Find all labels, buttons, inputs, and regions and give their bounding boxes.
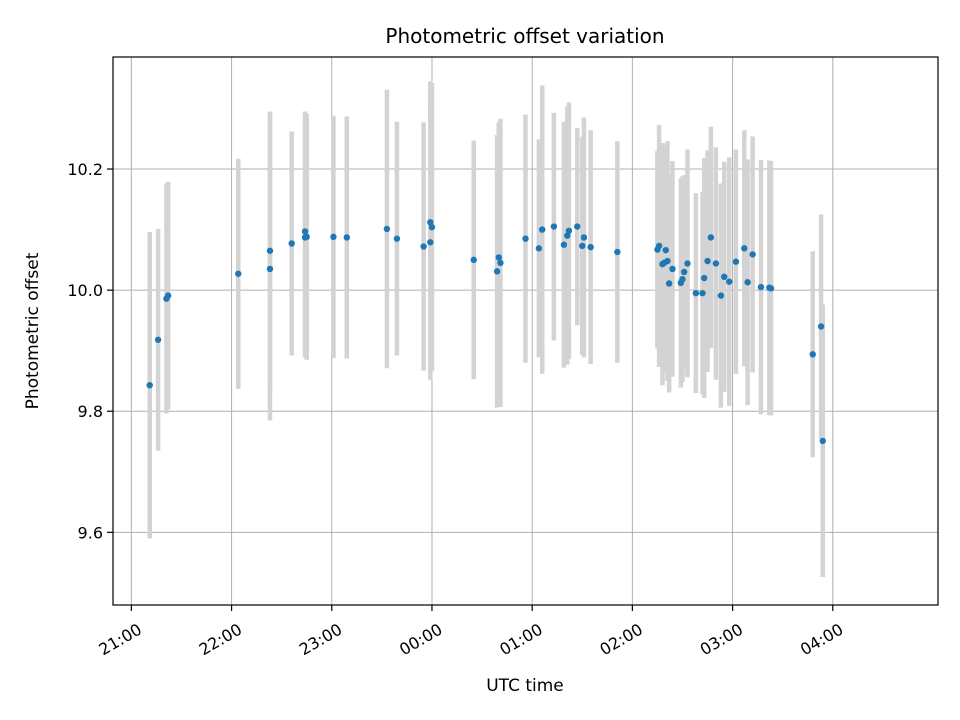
data-point [470, 256, 477, 264]
y-tick-label: 9.6 [78, 523, 103, 542]
data-point [726, 278, 733, 285]
data-point [427, 239, 434, 246]
data-point [235, 270, 242, 277]
data-point [164, 292, 172, 299]
y-tick-label: 10.2 [67, 160, 103, 179]
data-point [579, 242, 586, 250]
data-point [497, 259, 504, 267]
data-point [560, 241, 568, 248]
y-tick-label: 10.0 [67, 281, 103, 300]
data-point [393, 235, 401, 242]
data-point [721, 273, 728, 281]
data-point [767, 285, 775, 292]
chart-title: Photometric offset variation [385, 24, 664, 48]
data-point [493, 268, 501, 275]
data-point [712, 260, 720, 267]
data-point [535, 245, 543, 252]
data-point [428, 223, 436, 231]
data-point [565, 227, 573, 234]
data-point [550, 223, 558, 230]
data-point [343, 234, 351, 241]
data-point [564, 232, 571, 239]
data-point [817, 323, 825, 330]
data-point [749, 251, 756, 258]
data-point [669, 265, 676, 273]
data-point [684, 260, 691, 267]
data-point [420, 243, 427, 250]
data-point [717, 292, 725, 299]
data-point [266, 265, 274, 273]
data-point [330, 233, 337, 241]
data-points [146, 219, 826, 445]
data-point [154, 336, 162, 343]
data-point [655, 242, 663, 250]
plot-frame [112, 56, 939, 606]
data-point [732, 258, 740, 265]
data-point [587, 243, 594, 251]
data-point [383, 225, 391, 233]
data-point [495, 254, 502, 261]
data-point [614, 248, 621, 256]
y-axis-label: Photometric offset [23, 252, 43, 409]
data-point [522, 235, 529, 242]
data-point [664, 257, 671, 265]
data-point [819, 437, 826, 445]
data-point [704, 257, 711, 265]
data-point [288, 240, 295, 247]
data-point [574, 223, 581, 230]
data-point [707, 234, 715, 241]
data-point [741, 245, 748, 252]
data-point [266, 247, 274, 254]
data-point [303, 233, 310, 241]
data-point [539, 226, 546, 233]
y-axis: 9.6 9.8 10.0 10.2 [67, 160, 113, 542]
data-point [427, 219, 434, 226]
data-point [757, 283, 765, 291]
data-point [680, 268, 688, 276]
x-axis-label: UTC time [486, 676, 564, 696]
data-point [700, 274, 708, 282]
data-point [809, 351, 816, 358]
data-point [699, 289, 706, 297]
data-point [580, 234, 588, 241]
data-point [146, 381, 153, 389]
data-point [679, 276, 686, 283]
data-point [301, 228, 309, 235]
data-point [692, 289, 700, 297]
y-tick-label: 9.8 [78, 402, 103, 421]
data-point [744, 279, 751, 286]
data-point [662, 246, 669, 254]
data-point [665, 280, 673, 287]
